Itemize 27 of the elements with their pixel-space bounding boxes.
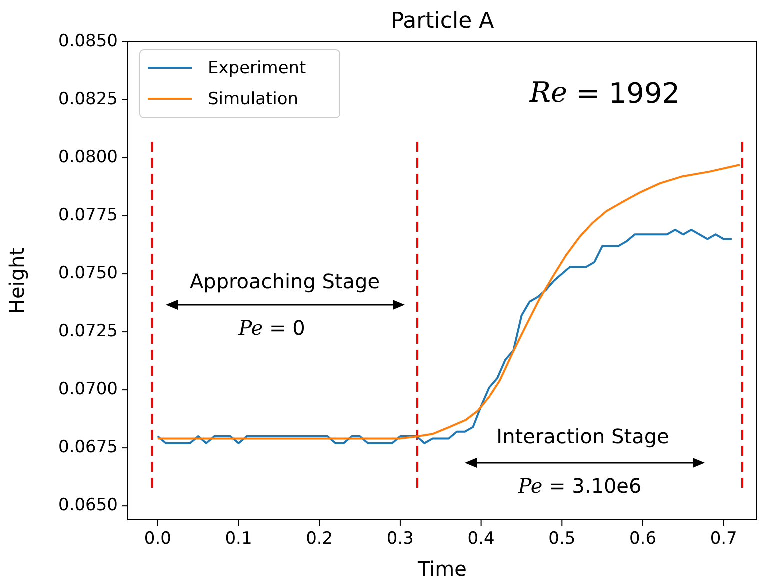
y-tick-label: 0.0850	[58, 32, 118, 52]
annotation: Approaching Stage	[190, 269, 380, 294]
x-tick-label: 0.2	[306, 529, 334, 549]
legend-label: Simulation	[208, 90, 299, 110]
y-tick-label: 0.0725	[58, 322, 118, 342]
y-tick-label: 0.0775	[58, 206, 118, 226]
x-tick-label: 0.0	[144, 529, 172, 549]
annotation: Pe = 3.10e6	[517, 474, 642, 498]
x-tick-label: 0.4	[468, 529, 495, 549]
x-tick-label: 0.6	[629, 529, 657, 549]
x-tick-label: 0.5	[548, 529, 576, 549]
annotation: Re = 1992	[528, 76, 680, 110]
y-tick-label: 0.0675	[58, 438, 118, 458]
chart-title: Particle A	[390, 9, 494, 34]
y-axis-title: Height	[5, 248, 29, 314]
y-tick-label: 0.0650	[58, 496, 118, 516]
y-tick-label: 0.0750	[58, 264, 118, 284]
y-tick-label: 0.0700	[58, 380, 118, 400]
legend-label: Experiment	[208, 58, 307, 79]
x-tick-label: 0.1	[225, 529, 252, 549]
annotation: Interaction Stage	[496, 424, 670, 448]
x-axis-title: Time	[417, 557, 467, 581]
x-tick-label: 0.7	[710, 529, 738, 549]
y-tick-label: 0.0800	[58, 148, 118, 168]
x-tick-label: 0.3	[386, 529, 414, 549]
annotation: Pe = 0	[238, 316, 306, 340]
y-tick-label: 0.0825	[58, 90, 118, 110]
